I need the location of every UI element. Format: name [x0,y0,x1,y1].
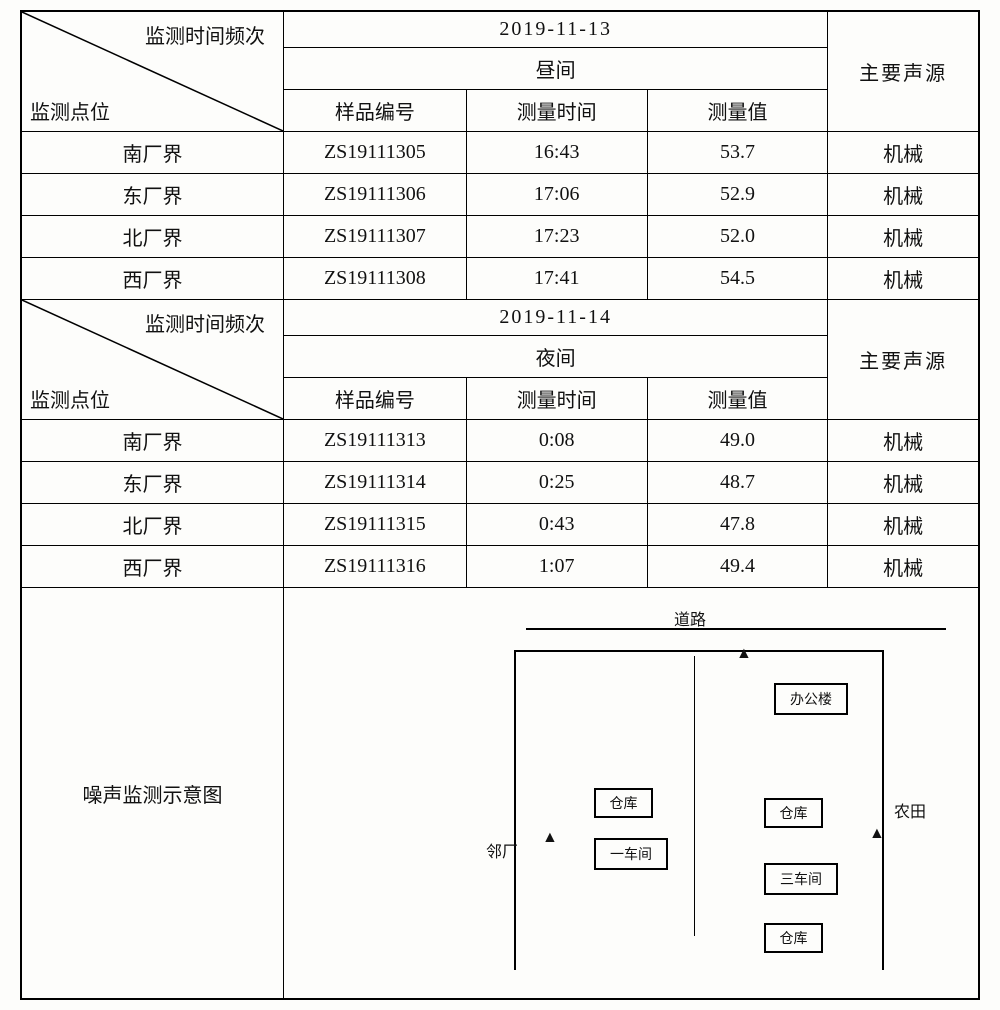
diagram-label-farmland: 农田 [894,798,926,822]
diagram-box: 办公楼 [774,683,848,715]
cell-value: 52.9 [647,174,828,216]
diagram-line [882,650,884,970]
label-point: 监测点位 [30,96,110,125]
cell-source: 机械 [828,420,979,462]
diagram-line [514,650,516,970]
cell-value: 53.7 [647,132,828,174]
cell-value: 47.8 [647,504,828,546]
block2-period: 夜间 [284,336,828,378]
label-time-freq: 监测时间频次 [145,308,265,337]
cell-source: 机械 [828,462,979,504]
diagram-box: 仓库 [764,923,823,953]
label-point: 监测点位 [30,384,110,413]
cell-sample: ZS19111313 [284,420,467,462]
diagram-line [514,650,884,652]
cell-value: 49.0 [647,420,828,462]
block2-source-header: 主要声源 [828,300,979,420]
cell-time: 16:43 [466,132,647,174]
col-meas-time: 测量时间 [466,378,647,420]
table-row: 南厂界 ZS19111305 16:43 53.7 机械 [21,132,979,174]
cell-point: 南厂界 [21,420,284,462]
block2-date: 2019-11-14 [284,300,828,336]
diagram-line [526,628,946,630]
cell-point: 西厂界 [21,546,284,588]
cell-time: 0:25 [466,462,647,504]
cell-source: 机械 [828,132,979,174]
noise-diagram: 道路邻厂农田办公楼仓库一车间仓库三车间仓库▲▲▲ [284,588,979,1000]
diagram-title: 噪声监测示意图 [21,588,284,1000]
cell-time: 17:06 [466,174,647,216]
cell-source: 机械 [828,174,979,216]
block1-source-header: 主要声源 [828,11,979,132]
diagram-box: 一车间 [594,838,668,870]
marker-icon: ▲ [869,826,885,842]
cell-value: 52.0 [647,216,828,258]
cell-sample: ZS19111305 [284,132,467,174]
diagram-box: 仓库 [594,788,653,818]
diagram-label-neighbor: 邻厂 [486,838,518,862]
cell-source: 机械 [828,504,979,546]
cell-value: 49.4 [647,546,828,588]
diagram-label-road: 道路 [674,606,706,630]
cell-time: 1:07 [466,546,647,588]
diagram-line [694,656,695,936]
cell-time: 0:08 [466,420,647,462]
cell-source: 机械 [828,258,979,300]
block1-period: 昼间 [284,48,828,90]
cell-source: 机械 [828,546,979,588]
cell-sample: ZS19111314 [284,462,467,504]
marker-icon: ▲ [736,646,752,662]
cell-point: 北厂界 [21,216,284,258]
table-row: 东厂界 ZS19111314 0:25 48.7 机械 [21,462,979,504]
marker-icon: ▲ [542,830,558,846]
diag-header-2: 监测时间频次 监测点位 [21,300,284,420]
cell-point: 东厂界 [21,462,284,504]
cell-sample: ZS19111315 [284,504,467,546]
cell-sample: ZS19111306 [284,174,467,216]
cell-sample: ZS19111308 [284,258,467,300]
cell-point: 西厂界 [21,258,284,300]
cell-time: 17:41 [466,258,647,300]
cell-time: 0:43 [466,504,647,546]
block1-date: 2019-11-13 [284,11,828,48]
monitoring-table: 监测时间频次 监测点位 2019-11-13 主要声源 昼间 样品编号 测量时间… [20,10,980,1000]
cell-value: 48.7 [647,462,828,504]
cell-value: 54.5 [647,258,828,300]
label-time-freq: 监测时间频次 [145,20,265,49]
col-sample-no: 样品编号 [284,90,467,132]
col-sample-no: 样品编号 [284,378,467,420]
table-row: 北厂界 ZS19111315 0:43 47.8 机械 [21,504,979,546]
col-meas-time: 测量时间 [466,90,647,132]
table-row: 西厂界 ZS19111316 1:07 49.4 机械 [21,546,979,588]
table-row: 南厂界 ZS19111313 0:08 49.0 机械 [21,420,979,462]
cell-sample: ZS19111307 [284,216,467,258]
col-meas-val: 测量值 [647,90,828,132]
table-row: 东厂界 ZS19111306 17:06 52.9 机械 [21,174,979,216]
table-row: 北厂界 ZS19111307 17:23 52.0 机械 [21,216,979,258]
cell-point: 北厂界 [21,504,284,546]
cell-source: 机械 [828,216,979,258]
col-meas-val: 测量值 [647,378,828,420]
cell-point: 南厂界 [21,132,284,174]
table-row: 西厂界 ZS19111308 17:41 54.5 机械 [21,258,979,300]
diagram-box: 仓库 [764,798,823,828]
diagram-box: 三车间 [764,863,838,895]
cell-time: 17:23 [466,216,647,258]
cell-sample: ZS19111316 [284,546,467,588]
cell-point: 东厂界 [21,174,284,216]
diag-header-1: 监测时间频次 监测点位 [21,11,284,132]
